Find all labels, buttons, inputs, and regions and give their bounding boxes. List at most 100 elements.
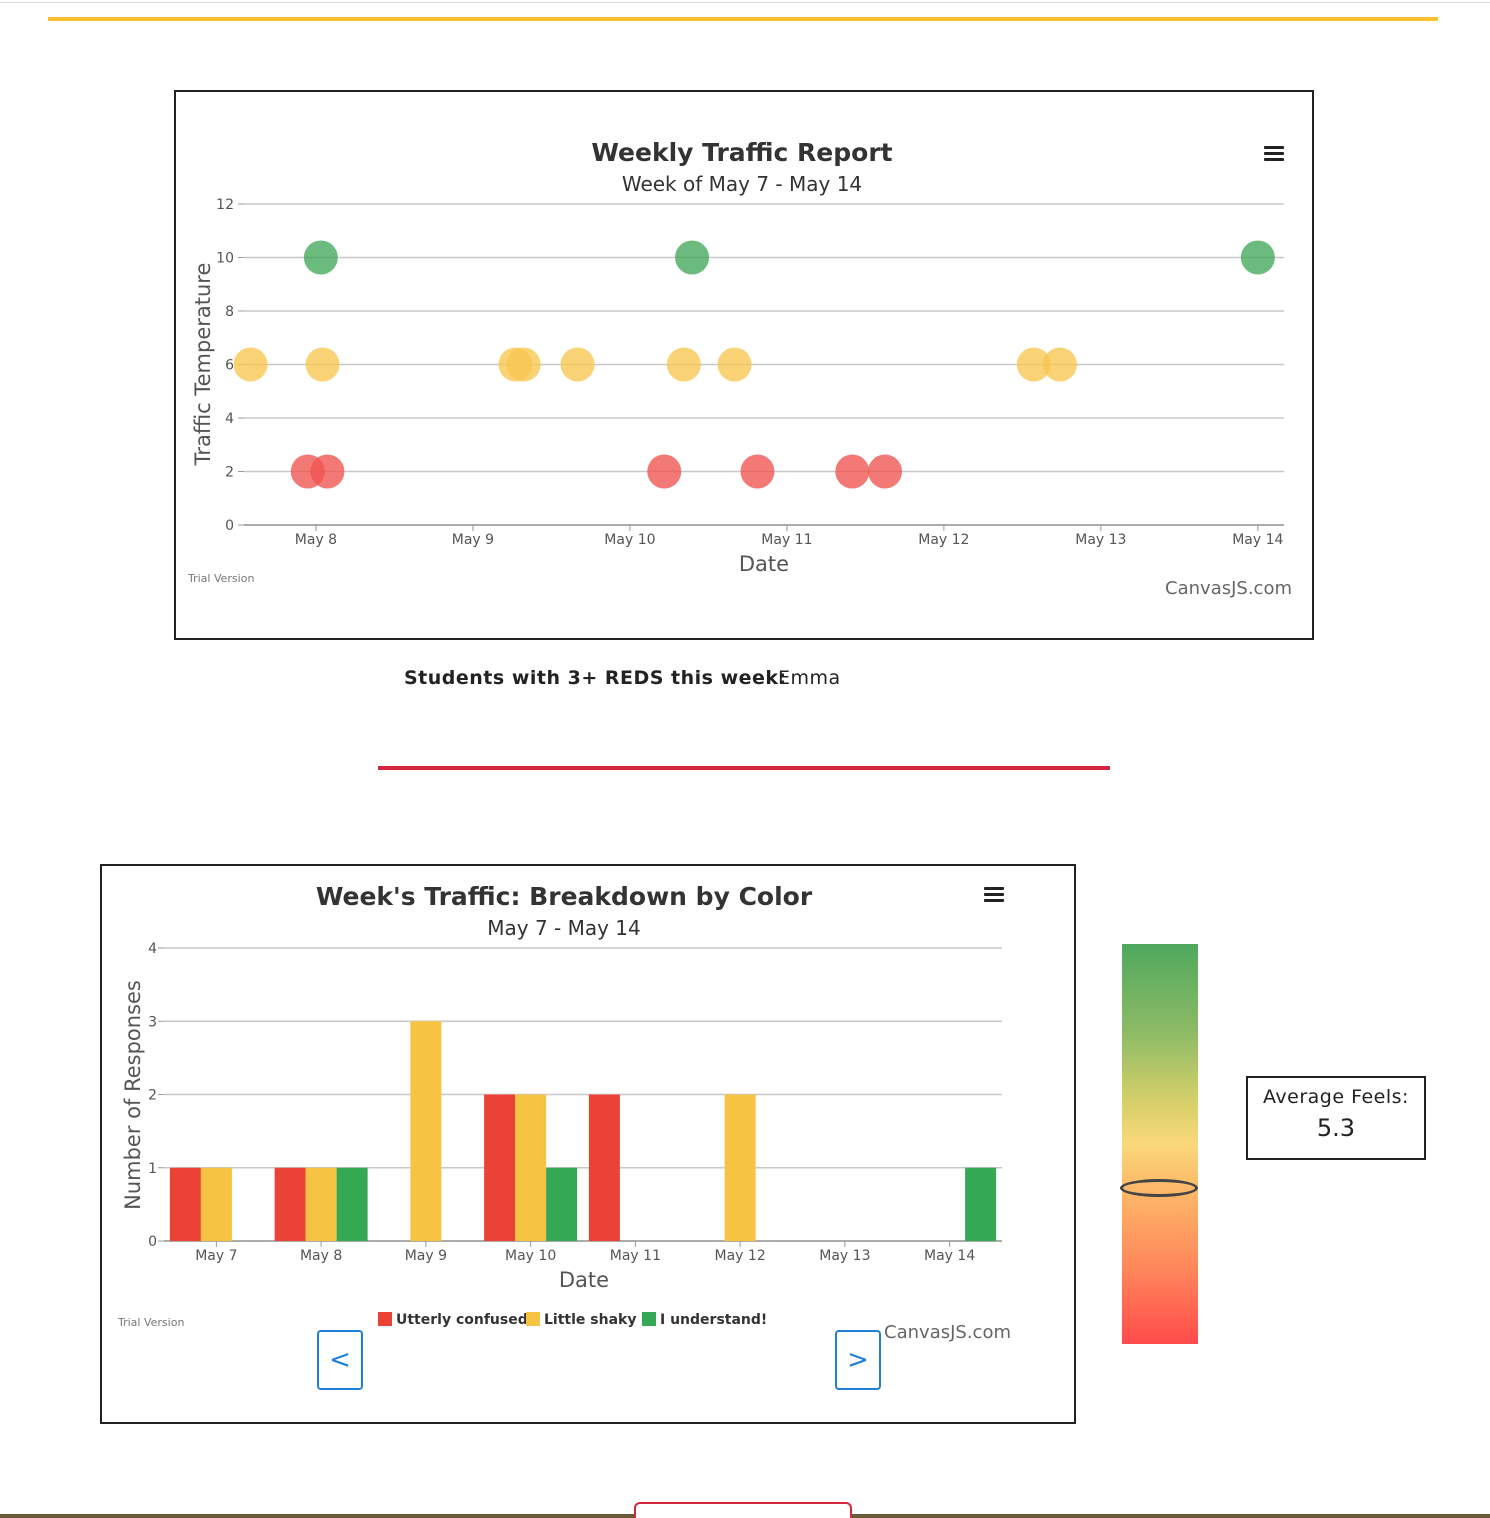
scatter-chart-svg: Weekly Traffic Report Week of May 7 - Ma… (187, 138, 1292, 599)
chart-subtitle: Week of May 7 - May 14 (622, 172, 862, 196)
x-tick-label: May 14 (1232, 532, 1283, 548)
chart-subtitle: May 7 - May 14 (487, 916, 641, 940)
bar (588, 1094, 620, 1241)
legend-swatch (642, 1312, 656, 1326)
y-tick-label: 1 (148, 1161, 157, 1177)
x-tick-label: May 14 (924, 1248, 975, 1264)
y-tick-label: 4 (225, 411, 234, 427)
trial-version-label: Trial Version (117, 1316, 184, 1329)
scatter-point (666, 347, 701, 382)
chart-title: Week's Traffic: Breakdown by Color (316, 882, 813, 911)
scatter-point (740, 454, 775, 489)
bar-series (169, 1021, 997, 1241)
bar (305, 1167, 337, 1241)
x-tick-label: May 11 (610, 1248, 661, 1264)
bar (410, 1021, 442, 1241)
bar-legend[interactable]: Utterly confused Little shaky I understand… (378, 1312, 767, 1328)
canvasjs-credit[interactable]: CanvasJS.com (1165, 578, 1292, 599)
bar (336, 1167, 368, 1241)
reds-student-names: Emma (778, 667, 841, 689)
x-tick-label: May 12 (715, 1248, 766, 1264)
y-tick-label: 12 (216, 197, 234, 213)
scatter-point (310, 454, 345, 489)
x-tick-label: May 8 (295, 532, 337, 548)
bar-axis-labels: 0 1 2 3 4 May 7 May 8 May 9 May 10 May 11 May 12 Ma… (121, 941, 975, 1292)
y-tick-label: 6 (225, 358, 234, 374)
bar (546, 1167, 578, 1241)
bar (200, 1167, 232, 1241)
legend-label: I understand! (660, 1312, 767, 1328)
y-tick-label: 0 (148, 1234, 157, 1250)
top-divider (0, 2, 1490, 3)
scatter-point (1042, 347, 1077, 382)
average-feels-value: 5.3 (1316, 1114, 1356, 1142)
x-tick-label: May 9 (452, 532, 494, 548)
x-tick-label: May 9 (405, 1248, 447, 1264)
x-tick-label: May 12 (918, 532, 969, 548)
chart-title: Weekly Traffic Report (591, 138, 892, 167)
y-tick-label: 4 (148, 941, 157, 957)
x-tick-label: May 13 (1075, 532, 1126, 548)
trial-version-label: Trial Version (187, 572, 254, 585)
feels-gauge (1120, 944, 1198, 1344)
scatter-point (305, 347, 340, 382)
scatter-point (506, 347, 541, 382)
x-tick-label: May 7 (195, 1248, 237, 1264)
x-tick-label: May 10 (604, 532, 655, 548)
scatter-point (233, 347, 268, 382)
bar (724, 1094, 756, 1241)
scatter-point (560, 347, 595, 382)
scatter-point (1240, 240, 1275, 275)
x-tick-label: May 13 (819, 1248, 870, 1264)
y-tick-label: 8 (225, 304, 234, 320)
footer-button[interactable] (634, 1502, 852, 1518)
y-tick-label: 0 (225, 518, 234, 534)
legend-label: Utterly confused (396, 1312, 528, 1328)
canvasjs-credit[interactable]: CanvasJS.com (884, 1322, 1011, 1343)
bar (274, 1167, 306, 1241)
hamburger-menu-icon[interactable] (984, 887, 1004, 903)
x-tick-label: May 11 (761, 532, 812, 548)
scatter-point (647, 454, 682, 489)
bar (965, 1167, 997, 1241)
section-divider (378, 766, 1110, 770)
bar (515, 1094, 547, 1241)
hamburger-menu-icon[interactable] (1264, 146, 1284, 162)
scatter-point (717, 347, 752, 382)
scatter-gridlines (238, 203, 1284, 531)
y-tick-label: 10 (216, 251, 234, 267)
average-feels-box: Average Feels: 5.3 (1246, 1076, 1426, 1160)
scatter-point (303, 240, 338, 275)
legend-swatch (526, 1312, 540, 1326)
y-tick-label: 3 (148, 1014, 157, 1030)
legend-swatch (378, 1312, 392, 1326)
breakdown-chart: Week's Traffic: Breakdown by Color May 7… (100, 864, 1076, 1424)
x-axis-title: Date (739, 552, 789, 576)
previous-week-button[interactable]: < (317, 1330, 363, 1390)
y-axis-title: Traffic Temperature (191, 263, 215, 467)
header-accent-bar (48, 17, 1438, 21)
scatter-point (1016, 347, 1051, 382)
bar-chart-svg: Week's Traffic: Breakdown by Color May 7… (117, 882, 1011, 1343)
weekly-traffic-chart: Weekly Traffic Report Week of May 7 - Ma… (174, 90, 1314, 640)
scatter-point (868, 454, 903, 489)
x-axis-title: Date (559, 1268, 609, 1292)
y-tick-label: 2 (148, 1088, 157, 1104)
x-tick-label: May 10 (505, 1248, 556, 1264)
scatter-point (835, 454, 870, 489)
bar (169, 1167, 201, 1241)
bar (484, 1094, 516, 1241)
y-tick-label: 2 (225, 465, 234, 481)
next-week-button[interactable]: > (835, 1330, 881, 1390)
scatter-points (233, 240, 1275, 489)
reds-summary: Students with 3+ REDS this week: Emma (404, 667, 840, 689)
legend-label: Little shaky (544, 1312, 636, 1328)
reds-label: Students with 3+ REDS this week: (404, 667, 787, 689)
scatter-axis-labels: 0 2 4 6 8 10 12 May 8 May 9 May 10 May 11 May 12 May… (191, 197, 1284, 576)
x-tick-label: May 8 (300, 1248, 342, 1264)
y-axis-title: Number of Responses (121, 980, 145, 1210)
gauge-level-marker (1120, 1179, 1198, 1197)
scatter-point (675, 240, 710, 275)
average-feels-label: Average Feels: (1263, 1086, 1409, 1108)
